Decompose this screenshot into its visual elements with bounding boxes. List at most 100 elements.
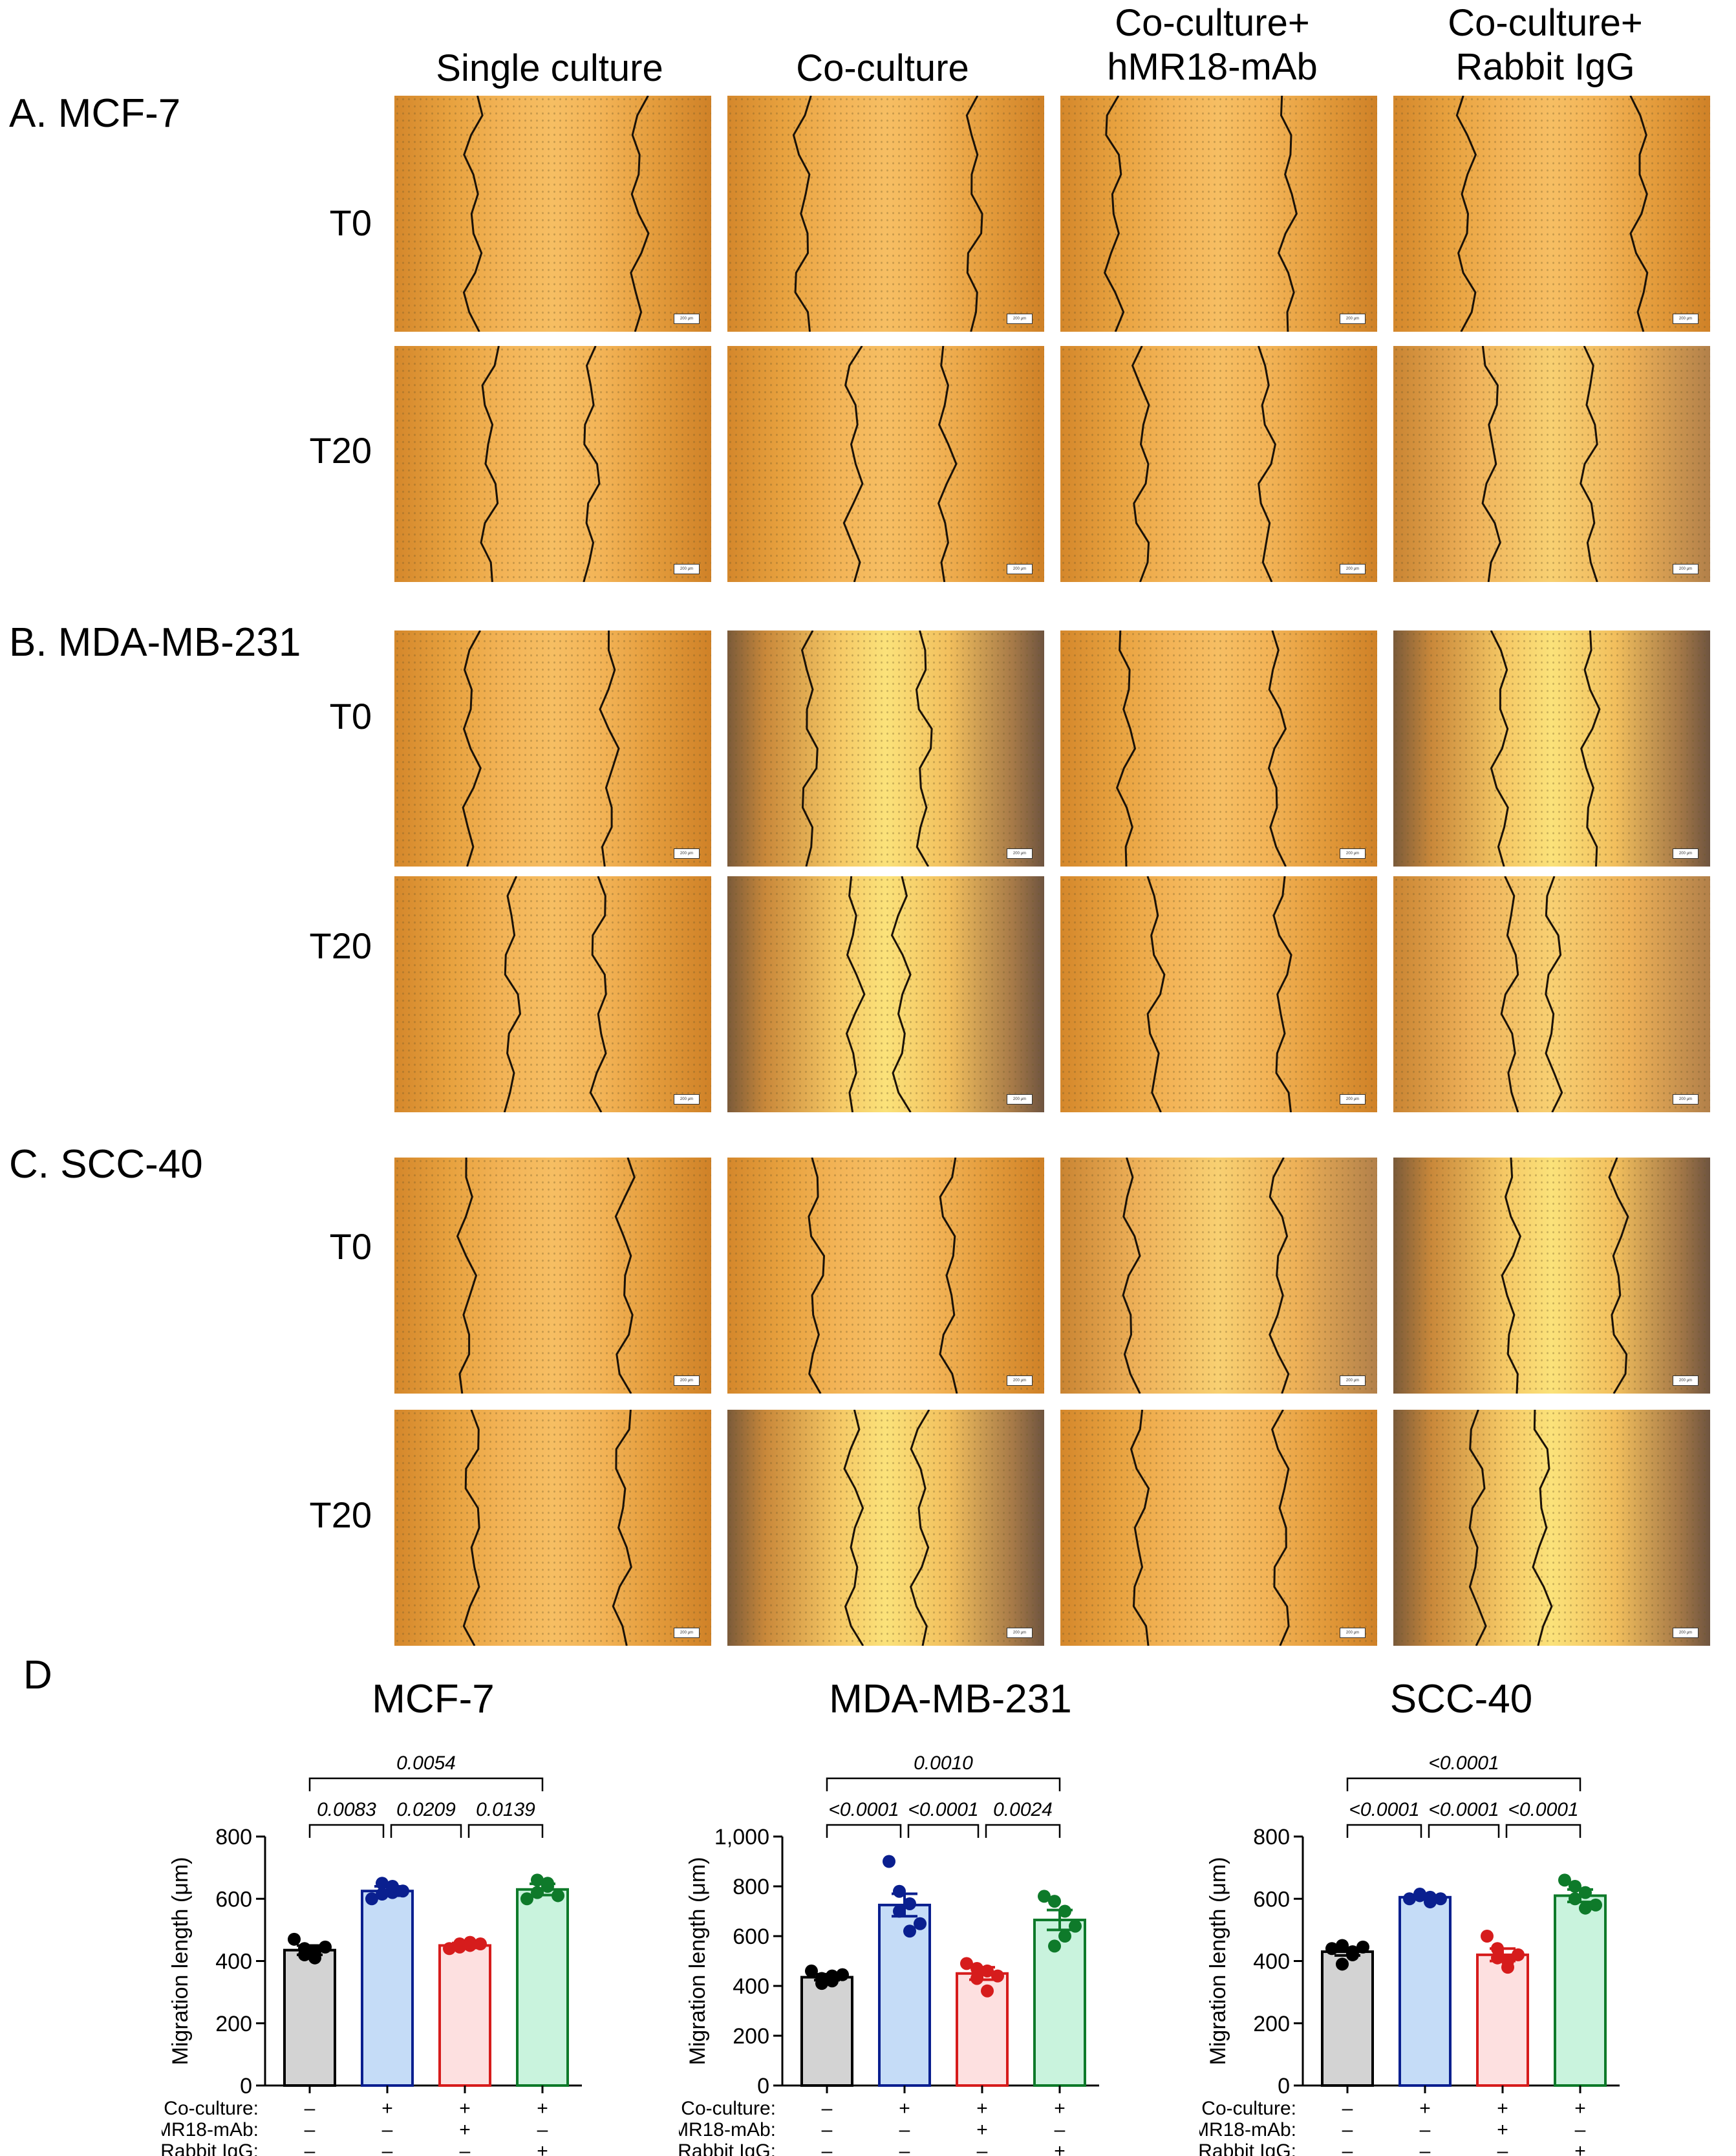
scale-bar: 200 μm — [1007, 314, 1033, 324]
condition-symbol: – — [305, 2098, 316, 2119]
scratch-edge-line — [1490, 631, 1509, 867]
data-point — [1481, 1930, 1494, 1943]
bar-3 — [438, 1944, 491, 2087]
scratch-edge-line — [1455, 96, 1477, 332]
bar-3 — [1476, 1953, 1529, 2087]
condition-symbol: – — [1055, 2119, 1066, 2140]
chart-title-mda: MDA-MB-231 — [829, 1677, 1072, 1721]
data-point — [903, 1924, 916, 1938]
scale-bar: 200 μm — [1340, 1628, 1366, 1638]
condition-symbol: + — [899, 2098, 910, 2119]
condition-symbol: + — [459, 2119, 471, 2140]
data-point — [552, 1889, 564, 1903]
condition-symbol: + — [1574, 2098, 1586, 2119]
scratch-edges — [462, 96, 650, 332]
significance-bracket — [390, 1824, 462, 1838]
data-point — [531, 1873, 544, 1887]
scratch-edge-line — [1270, 1410, 1290, 1646]
data-point — [1569, 1880, 1581, 1893]
microscopy-image: 200 μm — [1060, 96, 1377, 332]
scratch-edge-line — [937, 346, 958, 582]
microscopy-image: 200 μm — [727, 346, 1044, 582]
data-point — [1501, 1954, 1514, 1968]
significance-bracket — [985, 1824, 1061, 1838]
p-value-label: <0.0001 — [1428, 1752, 1499, 1774]
data-point — [474, 1937, 487, 1951]
p-value-label: 0.0054 — [396, 1752, 456, 1774]
bar-4 — [516, 1888, 569, 2087]
scratch-edges — [1103, 96, 1298, 332]
scratch-edge-line — [845, 876, 866, 1112]
data-point — [970, 1972, 983, 1985]
scale-bar: 200 μm — [1673, 1375, 1698, 1386]
microscopy-image: 200 μm — [394, 631, 711, 867]
panel-label-b: B. MDA-MB-231 — [9, 620, 301, 665]
scratch-edge-line — [890, 876, 912, 1112]
p-value-label: 0.0139 — [476, 1799, 535, 1820]
scratch-edge-line — [599, 631, 620, 867]
scratch-edge-line — [792, 96, 812, 332]
data-point — [981, 1984, 994, 1998]
microscopy-image: 200 μm — [1060, 1410, 1377, 1646]
microscopy-image: 200 μm — [394, 1410, 711, 1646]
condition-symbol: – — [899, 2140, 910, 2156]
data-point — [1512, 1948, 1525, 1961]
time-label-a-t20: T20 — [309, 430, 372, 471]
condition-symbol: – — [305, 2140, 316, 2156]
data-point — [531, 1886, 544, 1899]
panel-label-d: D — [23, 1653, 52, 1698]
scratch-edge-line — [614, 1158, 636, 1394]
microscopy-image: 200 μm — [727, 876, 1044, 1112]
scale-bar: 200 μm — [674, 1628, 700, 1638]
data-point — [1058, 1930, 1071, 1943]
scale-bar: 200 μm — [674, 1375, 700, 1386]
condition-symbol: + — [1054, 2098, 1066, 2119]
scale-bar: 200 μm — [1340, 1375, 1366, 1386]
scratch-edges — [462, 631, 620, 867]
data-point — [1569, 1892, 1581, 1906]
scale-bar: 200 μm — [1673, 1094, 1698, 1105]
data-point — [991, 1969, 1004, 1983]
data-point — [1558, 1873, 1571, 1887]
microscopy-image: 200 μm — [1393, 1410, 1710, 1646]
microscopy-image: 200 μm — [727, 96, 1044, 332]
scratch-edges — [1115, 631, 1287, 867]
data-point — [396, 1884, 409, 1898]
scale-bar: 200 μm — [1007, 1094, 1033, 1105]
data-point — [1038, 1890, 1051, 1903]
significance-bracket — [1428, 1824, 1500, 1838]
data-point — [298, 1948, 311, 1961]
condition-symbol: + — [1574, 2140, 1586, 2156]
y-tick-label: 1,000 — [714, 1825, 769, 1849]
microscopy-image: 200 μm — [727, 1158, 1044, 1394]
bar-1 — [800, 1976, 853, 2087]
column-header-co-culture-igg: Co-culture+ Rabbit IgG — [1387, 1, 1704, 89]
scratch-edge-line — [480, 346, 500, 582]
scratch-edge-line — [1629, 96, 1649, 332]
scale-bar: 200 μm — [674, 848, 700, 859]
scale-bar: 200 μm — [1673, 1628, 1698, 1638]
scale-bar: 200 μm — [1007, 564, 1033, 574]
scratch-edge-line — [1130, 1410, 1150, 1646]
condition-symbol: – — [822, 2119, 833, 2140]
data-point — [288, 1932, 301, 1946]
p-value-label: 0.0024 — [993, 1799, 1053, 1820]
data-point — [805, 1964, 818, 1978]
scale-bar: 200 μm — [1007, 848, 1033, 859]
condition-row-label: Rabbit IgG: — [679, 2140, 776, 2156]
time-label-c-t0: T0 — [329, 1226, 372, 1267]
p-value-label: 0.0010 — [914, 1752, 973, 1774]
p-value-label: <0.0001 — [908, 1799, 978, 1820]
data-point — [1069, 1919, 1082, 1933]
scale-bar: 200 μm — [1340, 314, 1366, 324]
scratch-edge-line — [462, 631, 482, 867]
data-point — [903, 1897, 916, 1910]
p-value-label: <0.0001 — [1349, 1799, 1419, 1820]
scratch-edge-line — [843, 1410, 864, 1646]
data-point — [464, 1939, 477, 1952]
scratch-edges — [1455, 96, 1649, 332]
condition-row-label: hMR18-mAb: — [679, 2119, 776, 2140]
p-value-label: 0.0209 — [396, 1799, 456, 1820]
data-point — [1579, 1901, 1592, 1915]
y-tick-label: 200 — [733, 2024, 769, 2049]
